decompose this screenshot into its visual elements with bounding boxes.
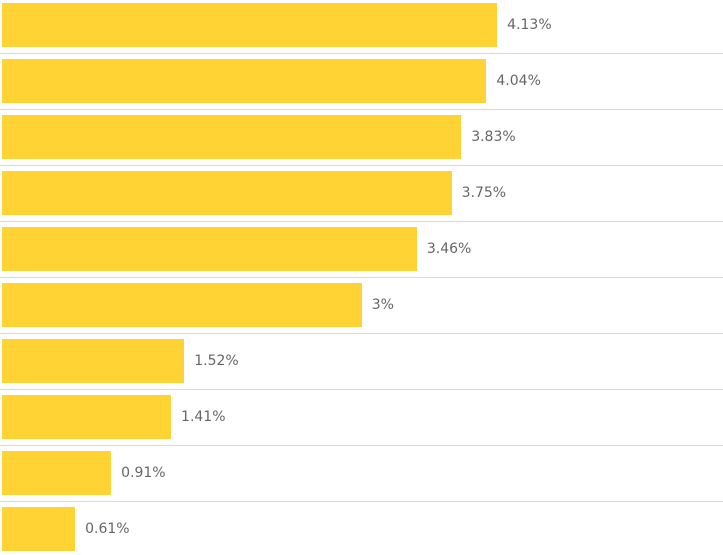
data-label: 3.83% xyxy=(471,129,516,145)
bar xyxy=(2,507,76,551)
bar xyxy=(2,395,172,439)
data-label: 1.52% xyxy=(194,353,239,369)
data-label: 4.04% xyxy=(496,73,541,89)
data-label: 4.13% xyxy=(507,17,552,33)
bar xyxy=(2,227,417,271)
data-label: 1.41% xyxy=(181,409,226,425)
row-separator xyxy=(0,445,723,446)
bar xyxy=(2,171,452,215)
bar xyxy=(2,115,462,159)
row-separator xyxy=(0,53,723,54)
bar xyxy=(2,339,185,383)
data-label: 3% xyxy=(371,297,394,313)
bar xyxy=(2,283,362,327)
bar xyxy=(2,59,487,103)
bar xyxy=(2,3,498,47)
data-label: 3.75% xyxy=(461,185,507,201)
row-separator xyxy=(0,277,723,278)
row-separator xyxy=(0,165,723,166)
row-separator xyxy=(0,501,723,502)
row-separator xyxy=(0,221,723,222)
data-label: 0.91% xyxy=(121,465,166,481)
bar xyxy=(2,451,112,495)
row-separator xyxy=(0,333,723,334)
data-label: 3.46% xyxy=(426,241,472,257)
data-label: 0.61% xyxy=(85,521,130,537)
row-separator xyxy=(0,389,723,390)
row-separator xyxy=(0,109,723,110)
